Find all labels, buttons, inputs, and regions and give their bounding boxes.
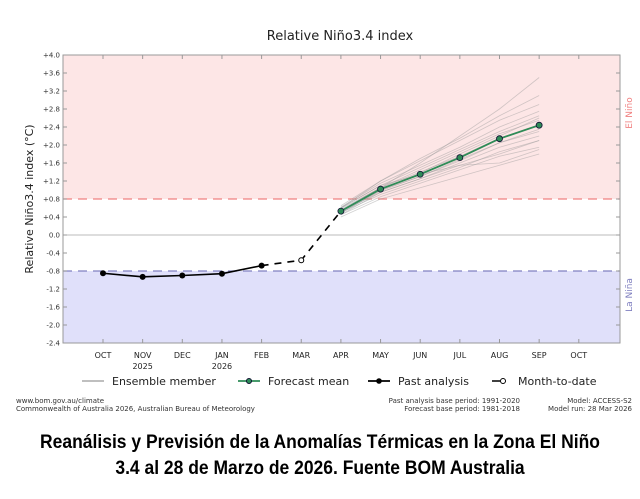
- el-nino-region: [63, 55, 620, 199]
- y-tick-label: +3.6: [43, 70, 61, 78]
- nino34-chart: Relative Niño3.4 index Relative Niño3.4 i…: [23, 29, 635, 388]
- forecast-mean-line: [340, 124, 540, 212]
- ensemble-member-line: [340, 110, 540, 208]
- x-tick-label: JUL: [453, 351, 467, 360]
- y-tick-label: +1.6: [43, 160, 61, 168]
- y-tick-label: -1.2: [46, 286, 60, 294]
- year-label: 2025: [132, 362, 152, 371]
- y-tick-label: -0.8: [46, 268, 60, 276]
- footer-model-name: Model: ACCESS-S2: [567, 397, 632, 405]
- x-tick-label: JAN: [214, 351, 229, 360]
- forecast-mean-point: [337, 207, 345, 215]
- caption-line-2: 3.4 al 28 de Marzo de 2026. Fuente BOM A…: [115, 458, 525, 479]
- forecast-mean-point: [496, 135, 503, 143]
- legend-forecast-marker: [246, 378, 252, 384]
- ensemble-member-line: [340, 104, 540, 207]
- ensemble-member-line: [340, 140, 540, 213]
- x-tick-label: FEB: [254, 351, 269, 360]
- ensemble-member-line: [340, 117, 540, 214]
- ensemble-member-line: [340, 77, 540, 211]
- x-tick-label: NOV: [134, 351, 152, 360]
- past-analysis-point: [179, 272, 186, 279]
- past-analysis-point: [100, 270, 106, 277]
- forecast-mean-point: [377, 185, 384, 193]
- ensemble-member-line: [340, 146, 540, 216]
- y-tick-label: +2.0: [43, 142, 60, 150]
- x-tick-label: MAY: [372, 351, 389, 360]
- x-tick-label: MAR: [292, 351, 310, 360]
- footer-forecast-base: Forecast base period: 1981-2018: [404, 405, 520, 413]
- footer-base-periods: Past analysis base period: 1991-2020 For…: [360, 397, 520, 413]
- y-tick-label: -0.4: [46, 250, 60, 258]
- forecast-mean-point: [416, 170, 424, 178]
- x-tick-label: OCT: [570, 351, 587, 360]
- legend-past-label: Past analysis: [398, 375, 469, 388]
- forecast-mean-point: [456, 154, 464, 162]
- legend-mtd-label: Month-to-date: [518, 375, 597, 388]
- footer-left: www.bom.gov.au/climate Commonwealth of A…: [16, 397, 255, 413]
- past-analysis-point: [139, 273, 146, 280]
- y-tick-label: +0.8: [43, 196, 60, 204]
- x-tick-label: JUN: [412, 351, 427, 360]
- ensemble-member-line: [340, 135, 540, 212]
- past-analysis-point: [218, 270, 225, 277]
- y-tick-label: -2.4: [46, 340, 60, 348]
- ensemble-member-line: [340, 115, 540, 209]
- legend-forecast-label: Forecast mean: [268, 375, 349, 388]
- caption-line-1: Reanálisis y Previsión de la Anomalías T…: [40, 432, 600, 453]
- y-axis-label: Relative Niño3.4 index (°C): [23, 124, 36, 273]
- el-nino-label: El Niño: [625, 97, 635, 129]
- caption: Reanálisis y Previsión de la Anomalías T…: [26, 430, 615, 482]
- y-tick-label: +2.4: [43, 124, 61, 132]
- month-to-date-point: [298, 257, 305, 264]
- chart-title: Relative Niño3.4 index: [267, 29, 414, 44]
- legend-mtd-marker: [500, 378, 506, 384]
- ensemble-member-line: [340, 119, 540, 210]
- y-tick-label: +2.8: [43, 106, 60, 114]
- forecast-mean-point: [535, 121, 543, 129]
- x-tick-label: DEC: [174, 351, 191, 360]
- ensemble-member-line: [340, 153, 540, 218]
- ensemble-member-line: [340, 128, 540, 213]
- footer-past-base: Past analysis base period: 1991-2020: [388, 397, 520, 405]
- legend-ensemble-label: Ensemble member: [112, 375, 216, 388]
- y-tick-label: -1.6: [46, 304, 60, 312]
- past-analysis-point: [258, 262, 265, 269]
- legend-past-marker: [376, 378, 382, 384]
- y-tick-label: 0.0: [49, 232, 60, 240]
- y-tick-label: +0.4: [43, 214, 61, 222]
- footer-url: www.bom.gov.au/climate: [16, 397, 105, 405]
- la-nina-region: [63, 271, 620, 343]
- footer-copyright: Commonwealth of Australia 2026, Australi…: [16, 405, 255, 413]
- x-tick-label: SEP: [532, 351, 547, 360]
- x-tick-label: OCT: [95, 351, 112, 360]
- ensemble-member-line: [340, 95, 540, 209]
- y-tick-label: -2.0: [46, 322, 60, 330]
- footer-model: Model: ACCESS-S2 Model run: 28 Mar 2026: [520, 397, 632, 413]
- x-tick-label: AUG: [491, 351, 509, 360]
- year-label: 2026: [212, 362, 232, 371]
- y-tick-label: +3.2: [43, 88, 60, 96]
- ensemble-member-line: [340, 149, 540, 209]
- ensemble-member-line: [340, 140, 540, 216]
- y-tick-label: +1.2: [43, 178, 60, 186]
- x-tick-label: APR: [333, 351, 349, 360]
- y-tick-label: +4.0: [43, 52, 60, 60]
- footer-model-run: Model run: 28 Mar 2026: [548, 405, 632, 413]
- la-nina-label: La Niña: [625, 278, 635, 312]
